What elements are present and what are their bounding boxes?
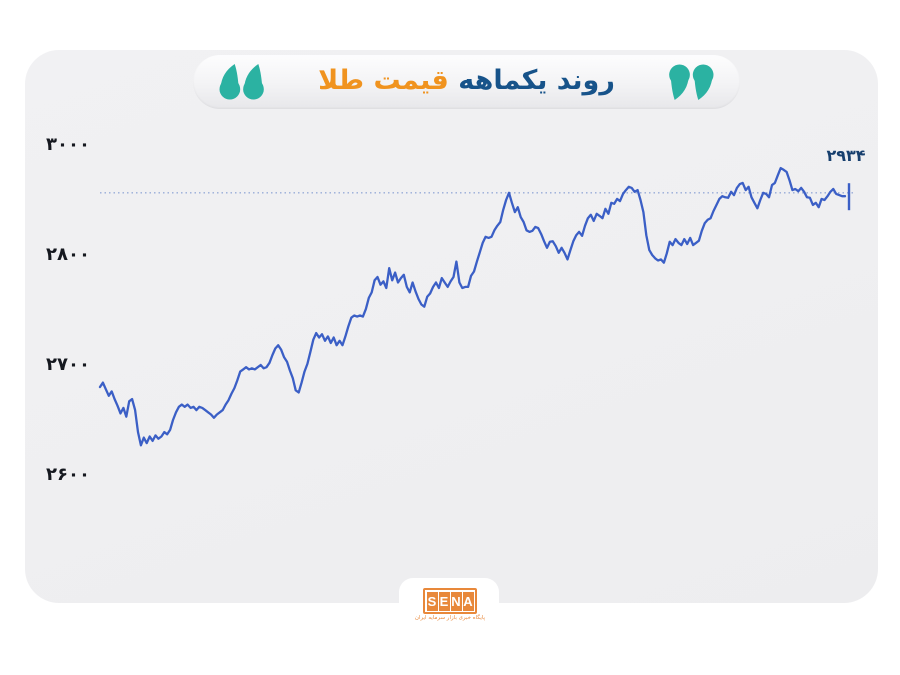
page-title-main: روند یکماهه	[458, 64, 615, 96]
title-banner: روند یکماهه قیمت طلا	[193, 55, 740, 109]
page-title: روند یکماهه قیمت طلا	[318, 67, 615, 98]
logo-letter: N	[450, 591, 462, 611]
price-line	[98, 166, 847, 447]
y-axis-tick-label: ۲۶۰۰	[46, 464, 90, 485]
logo-letter: E	[438, 591, 450, 611]
y-axis-tick-label: ۳۰۰۰	[46, 134, 90, 155]
y-axis-tick-label: ۲۷۰۰	[46, 354, 90, 375]
logo-letter: A	[462, 591, 474, 611]
opening-quote-icon	[219, 64, 264, 100]
closing-quote-icon	[669, 64, 714, 100]
current-price-label: ۲۹۳۴	[826, 146, 866, 165]
chart-card	[25, 50, 878, 603]
page-title-highlight: قیمت طلا	[318, 64, 449, 96]
logo-letter: S	[426, 591, 438, 611]
y-axis-tick-label: ۲۸۰۰	[46, 244, 90, 265]
logo-tagline: پایگاه خبری بازار سرمایه ایران	[414, 615, 486, 621]
